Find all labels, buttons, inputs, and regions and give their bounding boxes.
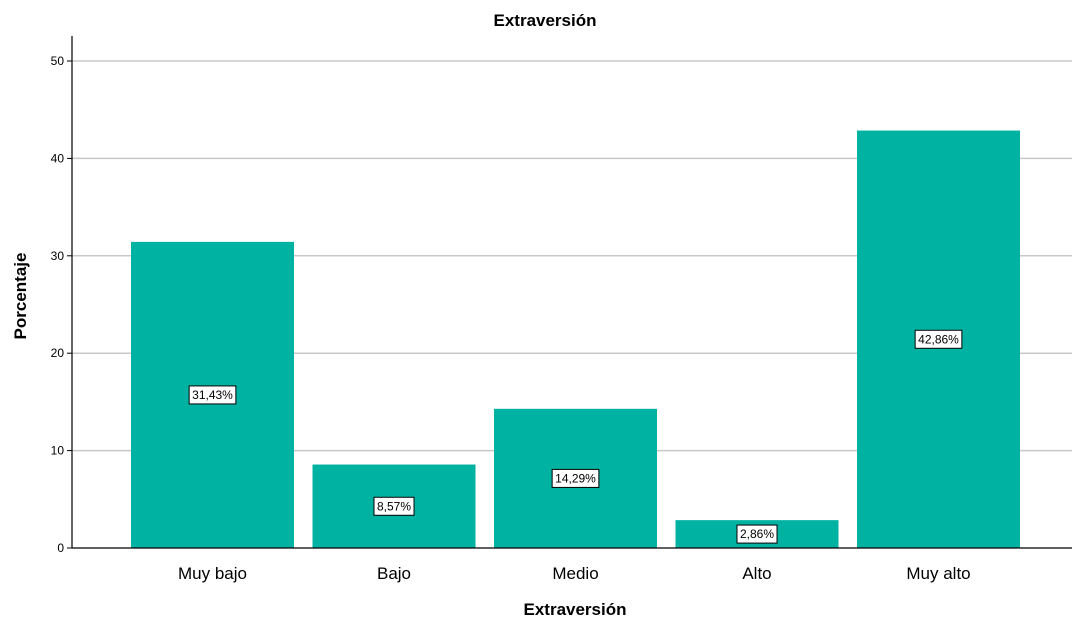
data-label: 8,57%: [373, 496, 415, 516]
y-tick-label: 50: [51, 54, 65, 68]
data-label-text: 14,29%: [555, 471, 596, 485]
y-tick-labels: 0 10 20 30 40 50: [51, 54, 72, 555]
data-label-text: 8,57%: [377, 499, 411, 513]
data-label-text: 31,43%: [192, 388, 233, 402]
y-axis-title: Porcentaje: [11, 253, 30, 340]
x-tick-label: Muy alto: [906, 564, 970, 583]
data-label: 42,86%: [914, 329, 963, 349]
chart-title: Extraversión: [494, 11, 597, 30]
y-tick-label: 10: [51, 444, 65, 458]
x-tick-label: Medio: [552, 564, 598, 583]
x-tick-label: Muy bajo: [178, 564, 247, 583]
data-label-text: 42,86%: [918, 332, 959, 346]
data-label: 2,86%: [736, 524, 778, 544]
data-label-box: [914, 329, 963, 349]
data-label-box: [188, 385, 237, 405]
x-tick-labels: Muy bajo Bajo Medio Alto Muy alto: [178, 564, 971, 583]
data-label: 14,29%: [551, 468, 600, 488]
data-label-text: 2,86%: [740, 527, 774, 541]
x-tick-label: Bajo: [377, 564, 411, 583]
y-tick-label: 40: [51, 151, 65, 165]
y-tick-label: 30: [51, 249, 65, 263]
data-label-box: [373, 496, 415, 516]
data-label-box: [736, 524, 778, 544]
axes: [71, 36, 1072, 549]
y-tick-label: 0: [57, 541, 64, 555]
data-label: 31,43%: [188, 385, 237, 405]
data-label-box: [551, 468, 600, 488]
y-tick-label: 20: [51, 346, 65, 360]
x-axis-title: Extraversión: [524, 600, 627, 619]
data-labels: 31,43% 8,57% 14,29% 2,86% 42,86%: [188, 329, 963, 544]
x-tick-label: Alto: [742, 564, 771, 583]
